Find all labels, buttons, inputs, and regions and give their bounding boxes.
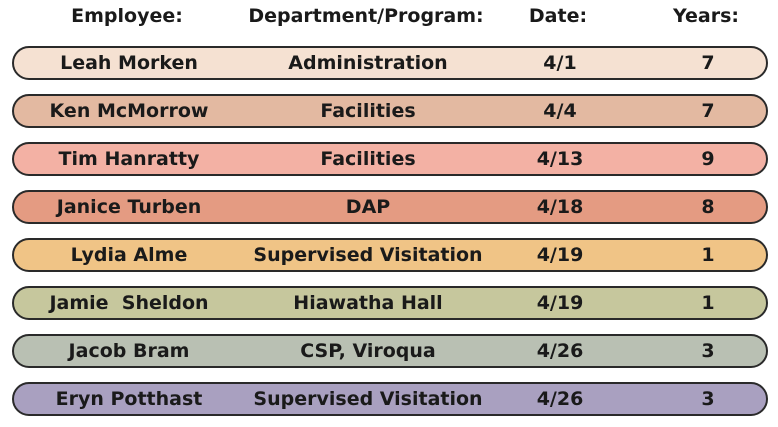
anniversary-date: 4/1	[543, 52, 577, 74]
anniversary-date: 4/19	[536, 244, 584, 266]
table-row: Jamie Sheldon Hiawatha Hall 4/19 1	[12, 286, 768, 320]
table-row: Janice Turben DAP 4/18 8	[12, 190, 768, 224]
anniversary-date: 4/13	[536, 148, 584, 170]
header-date: Date:	[528, 5, 588, 27]
table-row: Lydia Alme Supervised Visitation 4/19 1	[12, 238, 768, 272]
years-of-service: 8	[701, 196, 715, 218]
employee-name: Leah Morken	[60, 52, 198, 74]
table-row: Jacob Bram CSP, Viroqua 4/26 3	[12, 334, 768, 368]
department-name: CSP, Viroqua	[300, 340, 436, 362]
table-row: Tim Hanratty Facilities 4/13 9	[12, 142, 768, 176]
years-of-service: 7	[701, 100, 715, 122]
department-name: Hiawatha Hall	[293, 292, 443, 314]
department-name: Supervised Visitation	[253, 244, 483, 266]
years-of-service: 7	[701, 52, 715, 74]
anniversary-date: 4/19	[536, 292, 584, 314]
employee-name: Ken McMorrow	[49, 100, 209, 122]
header-department: Department/Program:	[248, 5, 484, 27]
table-row: Leah Morken Administration 4/1 7	[12, 46, 768, 80]
header-employee: Employee:	[71, 5, 183, 27]
table-row: Ken McMorrow Facilities 4/4 7	[12, 94, 768, 128]
years-of-service: 1	[701, 292, 715, 314]
anniversary-date: 4/26	[536, 388, 584, 410]
employee-name: Tim Hanratty	[58, 148, 200, 170]
years-of-service: 9	[701, 148, 715, 170]
employee-name: Janice Turben	[56, 196, 202, 218]
employee-name: Jamie Sheldon	[49, 292, 209, 314]
header-years: Years:	[673, 5, 739, 27]
department-name: Facilities	[320, 148, 416, 170]
department-name: Supervised Visitation	[253, 388, 483, 410]
department-name: Administration	[288, 52, 448, 74]
table-header: Employee: Department/Program: Date: Year…	[0, 0, 778, 34]
department-name: DAP	[345, 196, 391, 218]
table-row: Eryn Potthast Supervised Visitation 4/26…	[12, 382, 768, 416]
anniversary-date: 4/18	[536, 196, 584, 218]
years-of-service: 1	[701, 244, 715, 266]
employee-name: Jacob Bram	[68, 340, 190, 362]
employee-name: Eryn Potthast	[55, 388, 203, 410]
employee-name: Lydia Alme	[70, 244, 188, 266]
anniversary-date: 4/26	[536, 340, 584, 362]
anniversary-date: 4/4	[543, 100, 577, 122]
years-of-service: 3	[701, 388, 715, 410]
years-of-service: 3	[701, 340, 715, 362]
department-name: Facilities	[320, 100, 416, 122]
